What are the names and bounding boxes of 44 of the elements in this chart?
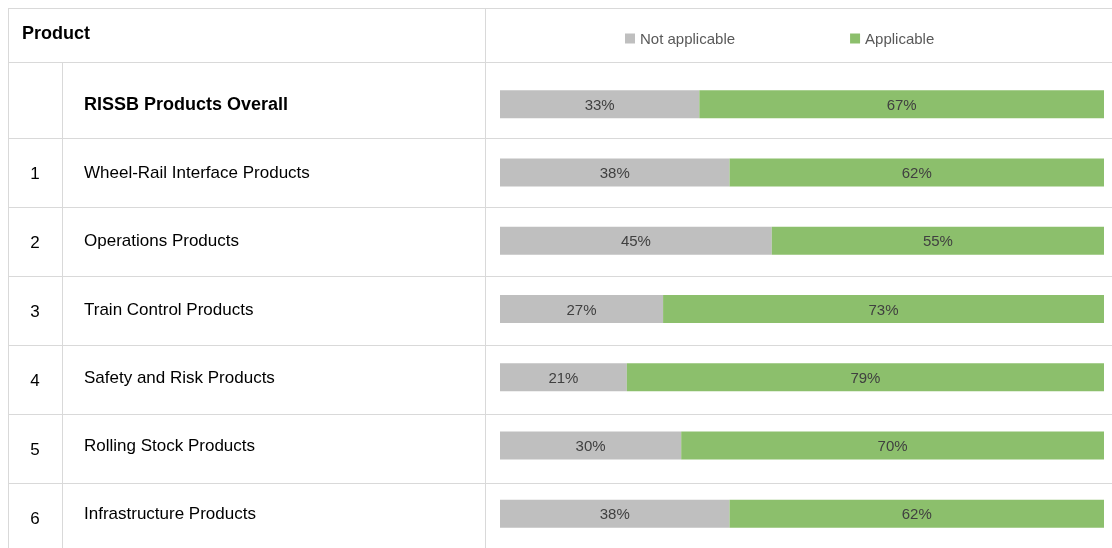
y-tick-label: Rolling Stock Products [84, 436, 256, 456]
bar [729, 158, 1104, 187]
bar [699, 90, 1104, 119]
data-label: 45% [620, 232, 651, 250]
data-label: 73% [868, 300, 899, 318]
text: 5 [30, 440, 40, 459]
data-label: 38% [599, 163, 630, 181]
y-tick-label: Infrastructure Products [84, 504, 256, 524]
data-label: 70% [877, 437, 908, 455]
legend-label: Applicable [865, 30, 935, 47]
bar [663, 295, 1104, 323]
text: 1 [30, 164, 40, 183]
data-label: 79% [850, 368, 881, 386]
data-label: 67% [886, 95, 917, 113]
bar [500, 363, 627, 392]
legend-label: Not applicable [640, 30, 736, 47]
y-axis-title: Product [22, 23, 91, 43]
text: 4 [30, 371, 40, 390]
y-tick-label: Train Control Products [84, 299, 254, 319]
data-label: 27% [566, 300, 597, 318]
bar [500, 499, 730, 528]
bar [500, 431, 682, 460]
bar [500, 90, 700, 119]
bar [500, 295, 664, 323]
y-tick-label: Safety and Risk Products [84, 367, 275, 387]
y-tick-label: RISSB Products Overall [84, 94, 289, 115]
bar [500, 158, 730, 187]
data-label: 38% [599, 505, 630, 523]
bar [500, 226, 772, 255]
bar [771, 226, 1104, 255]
data-label: 62% [901, 163, 932, 181]
bar [729, 499, 1104, 528]
data-label: 21% [548, 368, 579, 386]
y-tick-label: Wheel-Rail Interface Products [84, 162, 310, 182]
bar [681, 431, 1104, 460]
data-label: 55% [922, 232, 953, 250]
data-label: 30% [575, 437, 606, 455]
data-label: 33% [584, 95, 615, 113]
data-label: 62% [901, 505, 932, 523]
bar [626, 363, 1104, 392]
text: 6 [30, 509, 40, 528]
y-tick-label: Operations Products [84, 231, 239, 251]
text: 3 [30, 302, 40, 321]
text: 2 [30, 233, 40, 252]
